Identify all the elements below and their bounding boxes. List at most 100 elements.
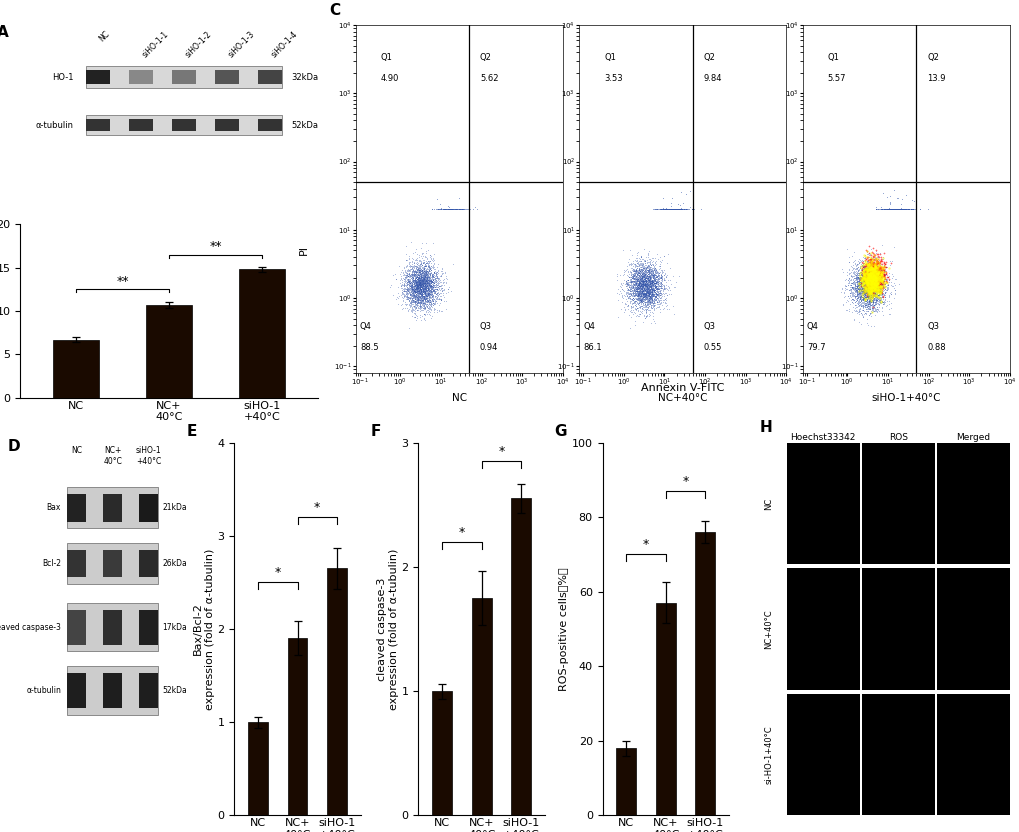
Point [640, 288, 656, 301]
Point [854, 293, 870, 306]
Point [872, 270, 889, 283]
Point [622, 265, 638, 278]
Point [633, 275, 649, 289]
Point [862, 275, 878, 288]
Point [410, 280, 426, 294]
Point [860, 277, 876, 290]
Point [409, 266, 425, 280]
Point [869, 265, 886, 279]
Point [401, 259, 418, 272]
Point [413, 300, 429, 313]
Point [413, 256, 429, 270]
Point [873, 290, 890, 304]
Point [635, 284, 651, 297]
Point [409, 265, 425, 279]
Point [636, 283, 652, 296]
Point [411, 278, 427, 291]
Point [890, 202, 906, 215]
Point [639, 280, 655, 294]
Point [655, 287, 672, 300]
Point [406, 265, 422, 278]
Point [395, 267, 412, 280]
Point [858, 285, 874, 299]
Point [855, 288, 871, 301]
Point [637, 295, 653, 309]
Point [871, 263, 888, 276]
Point [868, 256, 884, 270]
Point [636, 289, 652, 302]
Point [638, 302, 654, 315]
Point [853, 288, 869, 301]
Point [425, 276, 441, 290]
Point [861, 286, 877, 300]
Point [428, 280, 444, 293]
Point [902, 202, 918, 215]
Point [653, 265, 669, 279]
Point [635, 292, 651, 305]
Point [627, 269, 643, 282]
Point [862, 263, 878, 276]
Point [645, 299, 661, 312]
Point [628, 283, 644, 296]
Point [398, 282, 415, 295]
Point [630, 278, 646, 291]
Point [884, 282, 901, 295]
Point [420, 295, 436, 308]
Point [872, 268, 889, 281]
Point [872, 272, 889, 285]
Point [879, 270, 896, 284]
Point [410, 282, 426, 295]
Point [634, 277, 650, 290]
Point [415, 292, 431, 305]
Point [859, 288, 875, 301]
Point [858, 268, 874, 281]
Point [637, 287, 653, 300]
Point [864, 275, 880, 289]
Point [411, 265, 427, 279]
Point [858, 271, 874, 285]
Point [415, 278, 431, 291]
Point [404, 282, 420, 295]
Point [858, 288, 874, 301]
Point [642, 275, 658, 288]
Point [409, 267, 425, 280]
Point [866, 289, 882, 302]
Point [861, 287, 877, 300]
Point [852, 267, 868, 280]
Point [640, 265, 656, 279]
Point [633, 274, 649, 287]
Point [848, 275, 864, 288]
Point [646, 251, 662, 265]
Point [871, 261, 888, 275]
Point [416, 263, 432, 276]
Point [398, 292, 415, 305]
Point [866, 262, 882, 275]
Point [651, 288, 667, 301]
Point [864, 282, 880, 295]
Point [403, 295, 419, 308]
Point [866, 279, 882, 292]
Point [853, 275, 869, 288]
Point [426, 270, 442, 284]
Point [413, 268, 429, 281]
Point [639, 285, 655, 298]
Point [425, 284, 441, 297]
Point [423, 260, 439, 273]
Point [862, 267, 878, 280]
Point [866, 266, 882, 280]
Point [621, 291, 637, 305]
Point [850, 280, 866, 294]
Point [638, 290, 654, 304]
Point [443, 202, 460, 215]
Point [634, 300, 650, 314]
Point [631, 272, 647, 285]
Point [892, 202, 908, 215]
Point [867, 285, 883, 298]
Point [637, 271, 653, 285]
Point [855, 273, 871, 286]
Point [627, 262, 643, 275]
Point [385, 289, 401, 302]
Point [858, 254, 874, 267]
Point [397, 274, 414, 287]
Point [863, 266, 879, 280]
